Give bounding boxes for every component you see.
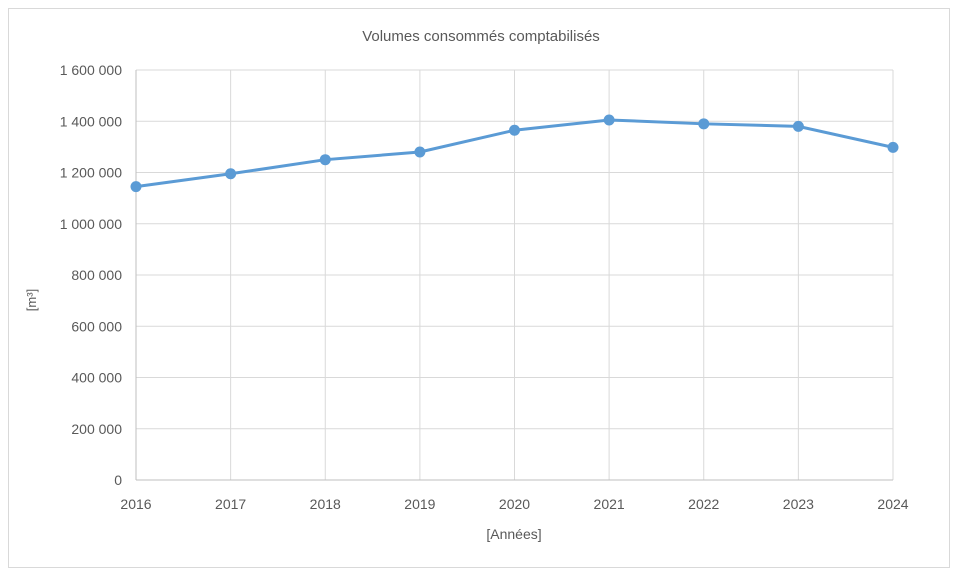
y-tick-label: 1 600 000 <box>60 62 122 78</box>
y-tick-label: 1 000 000 <box>60 216 122 232</box>
x-tick-label: 2021 <box>594 496 625 512</box>
x-axis-label: [Années] <box>486 526 541 542</box>
y-tick-labels: 0 200 000 400 000 600 000 800 000 1 000 000 1 … <box>60 62 123 488</box>
x-tick-label: 2024 <box>877 496 908 512</box>
series-layer <box>130 114 899 193</box>
y-tick-label: 1 400 000 <box>60 113 122 129</box>
x-tick-label: 2018 <box>310 496 341 512</box>
x-tick-label: 2022 <box>688 496 719 512</box>
y-tick-label: 1 200 000 <box>60 165 122 181</box>
x-tick-label: 2019 <box>404 496 435 512</box>
axes <box>135 70 893 481</box>
data-point-2023 <box>792 120 804 132</box>
chart-frame <box>8 8 950 568</box>
y-tick-label: 200 000 <box>71 421 122 437</box>
data-point-2017 <box>225 168 237 180</box>
chart-title: Volumes consommés comptabilisés <box>362 28 600 45</box>
data-point-2022 <box>698 118 710 130</box>
x-tick-label: 2017 <box>215 496 246 512</box>
y-tick-label: 600 000 <box>71 318 122 334</box>
x-tick-label: 2016 <box>120 496 151 512</box>
y-tick-label: 400 000 <box>71 370 122 386</box>
data-point-2021 <box>603 114 615 126</box>
data-point-2018 <box>319 154 331 166</box>
y-tick-label: 800 000 <box>71 267 122 283</box>
data-point-2020 <box>509 124 520 136</box>
data-point-2019 <box>414 146 426 158</box>
data-point-2024 <box>887 141 899 153</box>
x-tick-label: 2020 <box>499 496 530 512</box>
gridlines <box>136 69 894 480</box>
x-tick-label: 2023 <box>783 496 814 512</box>
data-point-2016 <box>130 181 142 193</box>
y-tick-label: 0 <box>114 472 122 488</box>
x-tick-labels: 2016 2017 2018 2019 2020 2021 2022 2023 2024 <box>120 496 908 512</box>
y-axis-label: [m³] <box>24 289 39 311</box>
